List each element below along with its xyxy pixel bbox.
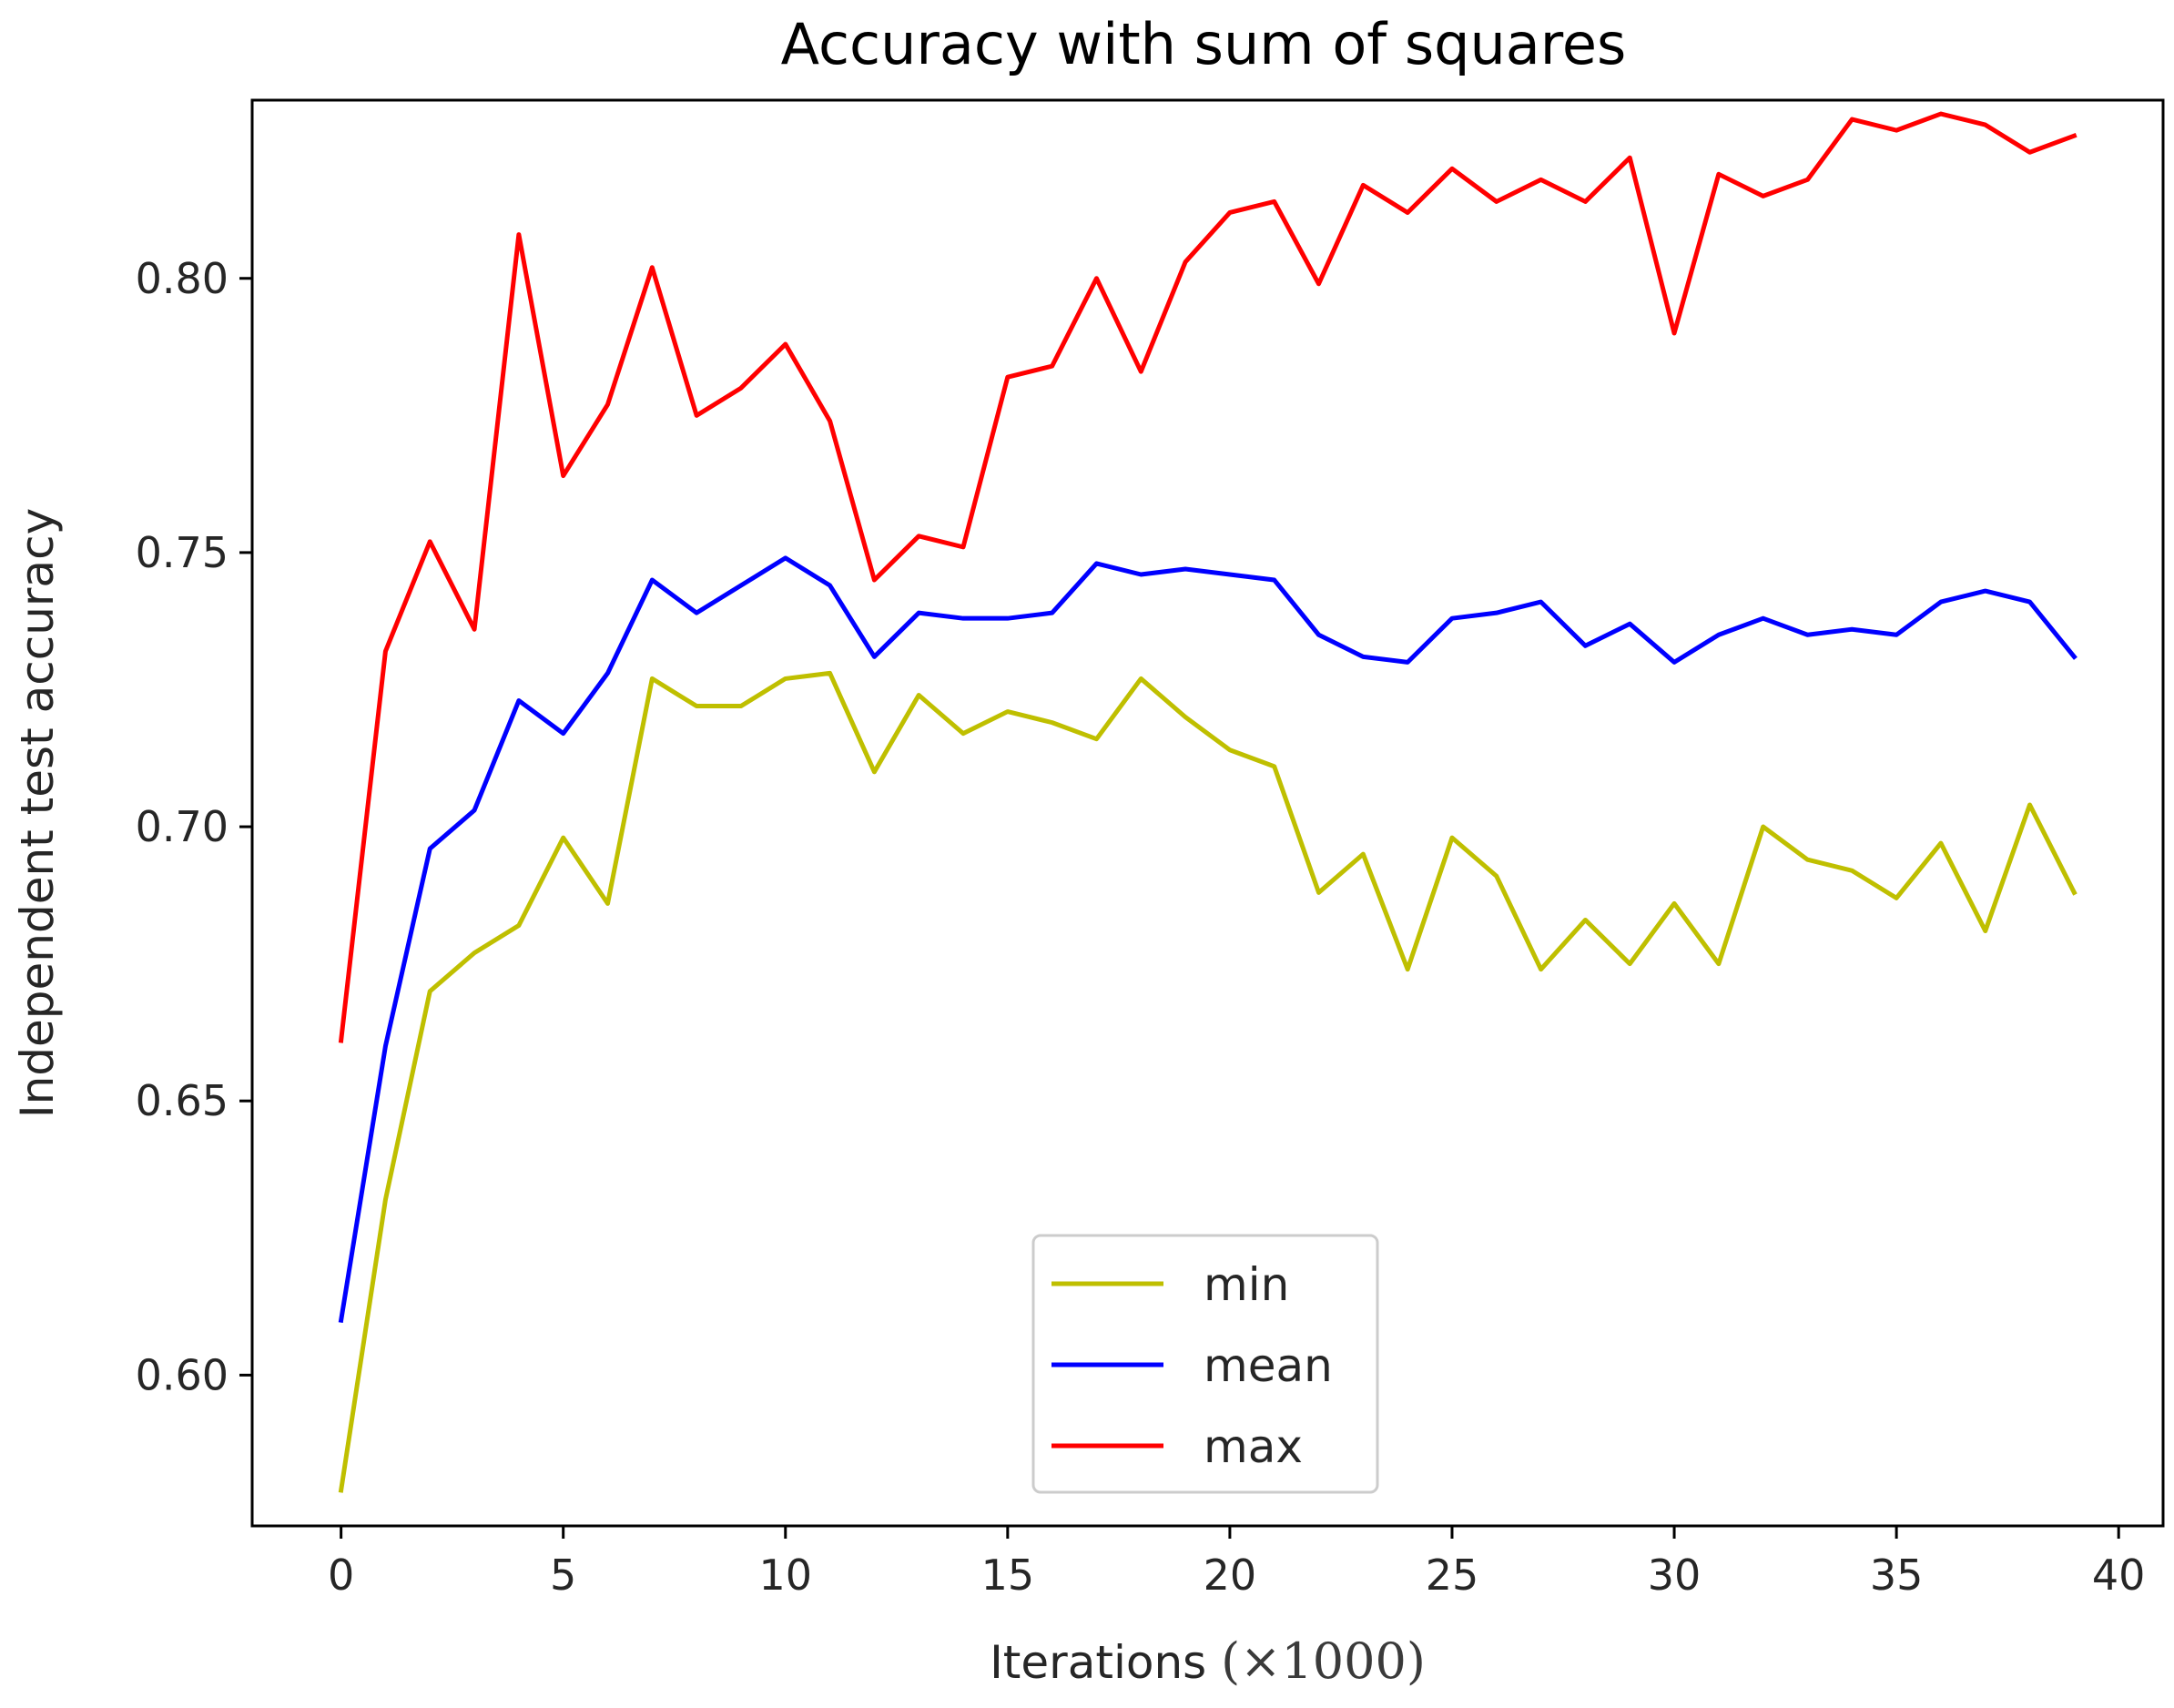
x-tick-label: 25 <box>1426 1550 1479 1600</box>
y-tick-label: 0.80 <box>136 254 229 303</box>
chart-title: Accuracy with sum of squares <box>781 11 1627 77</box>
series-lines <box>338 111 2077 1493</box>
y-tick-label: 0.70 <box>136 802 229 851</box>
x-tick-label: 20 <box>1204 1550 1257 1600</box>
legend: min mean max <box>1031 1234 1379 1494</box>
series-line-min <box>338 670 2077 1493</box>
legend-label-max: max <box>1204 1420 1303 1473</box>
y-axis-label: Independent test accuracy <box>11 508 64 1118</box>
y-tick-label: 0.75 <box>136 528 229 577</box>
y-axis-ticks: 0.60 0.65 0.70 0.75 0.80 <box>136 254 252 1399</box>
x-tick-label: 5 <box>550 1550 576 1600</box>
legend-label-mean: mean <box>1204 1339 1333 1392</box>
x-tick-label: 35 <box>1870 1550 1924 1600</box>
x-tick-label: 30 <box>1648 1550 1702 1600</box>
x-axis-label-unit: (×1000) <box>1221 1632 1426 1690</box>
legend-frame <box>1031 1234 1379 1494</box>
x-tick-label: 10 <box>758 1550 812 1600</box>
x-tick-label: 15 <box>981 1550 1035 1600</box>
y-tick-label: 0.65 <box>136 1076 229 1125</box>
plot-frame <box>250 98 2165 1528</box>
y-tick-label: 0.60 <box>136 1350 229 1399</box>
series-line-mean <box>338 555 2077 1323</box>
x-tick-label: 40 <box>2092 1550 2146 1600</box>
x-axis-ticks: 0 5 10 15 20 25 30 35 40 <box>328 1526 2145 1600</box>
x-tick-label: 0 <box>328 1550 354 1600</box>
legend-label-min: min <box>1204 1258 1289 1311</box>
x-axis-label-text: Iterations <box>990 1636 1206 1689</box>
x-axis-label: Iterations (×1000) <box>990 1632 1426 1690</box>
series-line-max <box>338 111 2077 1043</box>
